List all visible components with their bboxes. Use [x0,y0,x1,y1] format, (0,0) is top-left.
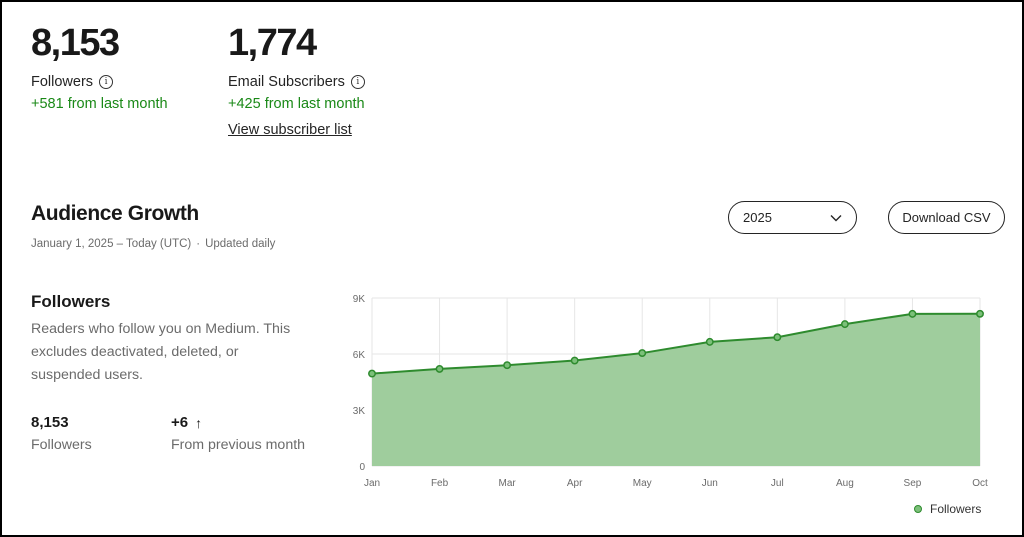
data-point [435,364,444,373]
y-tick-label: 9K [353,294,366,305]
x-tick-label: Sep [904,478,922,489]
data-point [976,309,984,318]
followers-label-row: Followers i [31,72,168,92]
followers-change-row: +6 ↑ [171,414,305,431]
x-tick-label: Jun [702,478,718,489]
followers-total: 8,153 Followers [31,414,92,453]
subscribers-stat: 1,774 Email Subscribers i +425 from last… [228,20,365,114]
data-point [705,337,714,346]
followers-area-chart: 0 3K 6K 9K Jan Feb Mar Apr May Jun Jul Aug Sep Oct [353,294,988,489]
subscribers-count: 1,774 [228,22,317,64]
updated-daily: Updated daily [205,238,276,250]
audience-growth-title: Audience Growth [31,202,199,225]
date-range-subtitle: January 1, 2025 – Today (UTC) · Updated da… [31,238,275,250]
date-range: January 1, 2025 – Today (UTC) [31,238,192,250]
arrow-up-icon: ↑ [195,414,203,431]
followers-total-label: Followers [31,437,92,453]
series-area [372,313,980,466]
x-tick-label: Apr [567,478,583,489]
followers-panel-title: Followers [31,292,111,311]
followers-label: Followers [31,74,94,90]
legend-marker [914,505,922,513]
x-tick-label: Oct [972,478,988,489]
chevron-down-icon [830,214,842,221]
followers-change-label: From previous month [171,437,306,453]
subscribers-delta: +425 from last month [228,96,365,112]
y-tick-label: 3K [353,406,366,417]
x-tick-label: Mar [498,478,516,489]
year-select-value: 2025 [743,210,772,225]
chart-legend: Followers [914,502,981,516]
followers-panel-description: Readers who follow you on Medium. This e… [31,321,291,383]
info-icon[interactable]: i [350,75,365,89]
followers-total-value: 8,153 [31,414,69,431]
data-point [638,349,647,358]
data-point [368,369,376,378]
followers-stat: 8,153 Followers i +581 from last month [31,20,168,114]
info-icon[interactable]: i [99,75,114,89]
x-tick-label: Jan [364,478,380,489]
x-tick-label: Feb [431,478,449,489]
subscribers-label: Email Subscribers [228,74,345,90]
data-point [570,356,579,365]
x-tick-label: Aug [836,478,854,489]
followers-change: +6 ↑ From previous month [171,414,305,453]
view-subscriber-list-link[interactable]: View subscriber list [228,122,352,138]
followers-delta: +581 from last month [31,96,168,112]
data-point [773,333,782,342]
y-tick-label: 6K [353,350,366,361]
series-line [371,312,981,375]
x-tick-label: May [633,478,652,489]
followers-count: 8,153 [31,22,120,64]
data-point [503,361,512,370]
download-csv-button[interactable]: Download CSV [888,201,1005,234]
legend-label: Followers [930,502,982,516]
followers-change-value: +6 [171,414,189,431]
data-point [840,320,849,329]
year-select[interactable]: 2025 [728,201,857,234]
subscribers-label-row: Email Subscribers i [228,72,365,92]
x-tick-label: Jul [771,478,784,489]
separator-dot: · [196,238,201,250]
data-point [908,309,917,318]
y-tick-label: 0 [359,462,365,473]
